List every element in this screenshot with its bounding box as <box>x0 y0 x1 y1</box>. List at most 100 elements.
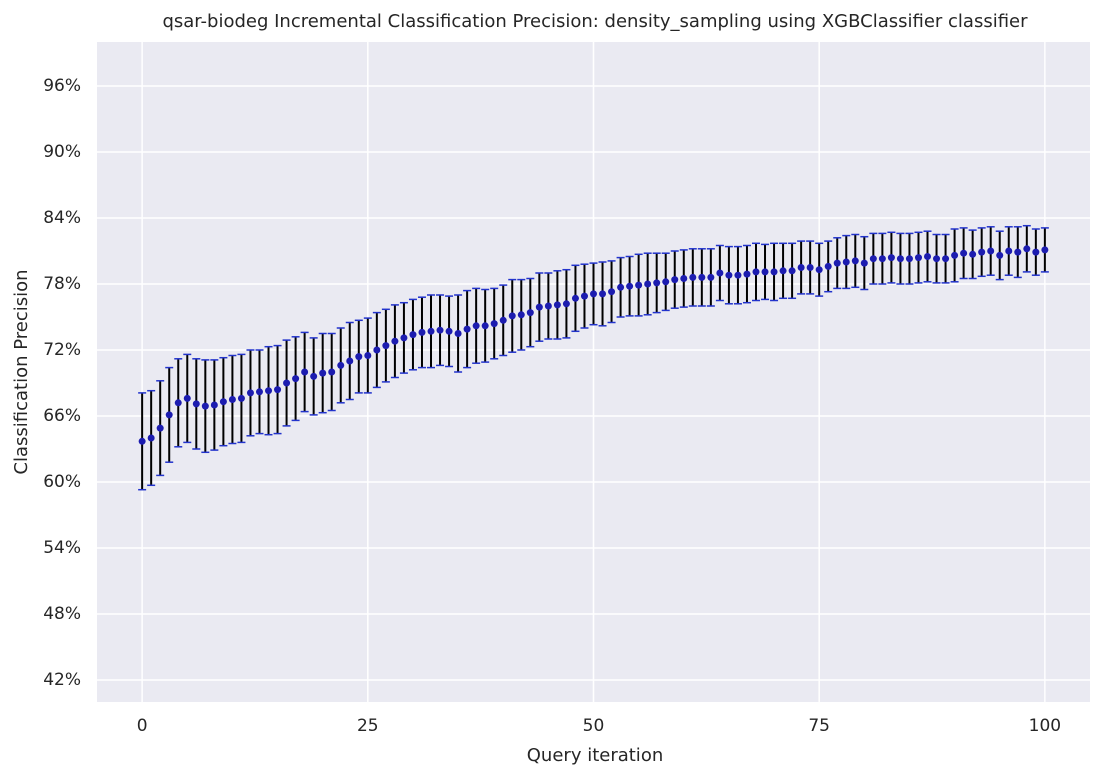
point <box>499 316 507 324</box>
point <box>869 255 877 263</box>
x-tick-label: 75 <box>808 716 830 736</box>
point <box>716 269 724 277</box>
point <box>960 249 968 257</box>
point <box>445 327 453 335</box>
point <box>734 271 742 279</box>
point <box>382 342 390 350</box>
point <box>842 258 850 266</box>
point <box>319 369 327 377</box>
point <box>770 268 778 276</box>
point <box>535 303 543 311</box>
point <box>671 276 679 284</box>
point <box>743 270 751 278</box>
point <box>418 328 426 336</box>
x-tick-label: 25 <box>357 716 379 736</box>
point <box>274 386 282 394</box>
point <box>454 330 462 337</box>
y-axis-label: Classification Precision <box>11 269 32 474</box>
point <box>427 327 435 335</box>
x-tick-label: 50 <box>583 716 605 736</box>
point <box>851 257 859 265</box>
point <box>373 346 381 354</box>
point <box>1032 248 1040 256</box>
x-axis-label: Query iteration <box>527 745 663 766</box>
point <box>580 292 588 300</box>
point <box>436 326 444 334</box>
point <box>526 309 534 317</box>
point <box>608 288 616 296</box>
point <box>283 379 291 387</box>
y-tick-label: 60% <box>43 472 81 492</box>
point <box>788 267 796 275</box>
point <box>553 301 561 309</box>
point <box>779 267 787 275</box>
y-tick-label: 90% <box>43 142 81 162</box>
point <box>942 255 950 263</box>
point <box>147 434 155 442</box>
point <box>355 353 363 361</box>
point <box>463 325 471 333</box>
point <box>590 290 597 298</box>
point <box>165 411 173 419</box>
y-tick-label: 66% <box>43 406 81 426</box>
point <box>815 266 823 274</box>
point <box>896 255 904 263</box>
point <box>1041 246 1049 254</box>
y-tick-label: 78% <box>43 274 81 294</box>
point <box>978 248 986 256</box>
point <box>210 401 218 409</box>
point <box>626 282 634 290</box>
y-tick-label: 42% <box>43 670 81 690</box>
point <box>1014 248 1022 256</box>
point <box>806 264 814 271</box>
chart-title: qsar-biodeg Incremental Classification P… <box>162 11 1028 32</box>
point <box>219 398 227 406</box>
point <box>292 375 300 383</box>
point <box>635 281 643 289</box>
y-tick-label: 84% <box>43 208 81 228</box>
x-tick-label: 0 <box>137 716 148 736</box>
point <box>156 424 164 432</box>
point <box>987 247 995 255</box>
point <box>517 311 525 319</box>
point <box>246 389 254 397</box>
point <box>346 357 354 365</box>
point <box>562 300 570 308</box>
point <box>481 322 489 330</box>
point <box>680 275 688 282</box>
point <box>138 437 146 445</box>
point <box>617 283 625 291</box>
point <box>265 387 273 395</box>
point <box>490 320 498 328</box>
point <box>409 331 417 339</box>
point <box>255 388 263 396</box>
point <box>201 402 209 410</box>
point <box>544 302 552 310</box>
point <box>237 394 245 402</box>
point <box>653 279 661 287</box>
point <box>933 255 941 263</box>
point <box>1023 245 1031 253</box>
point <box>310 372 318 380</box>
x-tick-label: 100 <box>1029 716 1061 736</box>
point <box>644 280 652 288</box>
point <box>689 273 697 281</box>
point <box>337 361 345 369</box>
point <box>1005 247 1013 255</box>
point <box>924 253 932 260</box>
point <box>707 273 715 281</box>
point <box>508 312 516 320</box>
point <box>797 264 805 271</box>
point <box>969 250 977 258</box>
point <box>860 259 868 267</box>
point <box>951 251 959 259</box>
point <box>472 322 480 330</box>
point <box>996 251 1004 259</box>
point <box>752 268 760 276</box>
point <box>174 399 182 407</box>
point <box>761 268 769 276</box>
point <box>914 254 922 262</box>
y-tick-label: 54% <box>43 538 81 558</box>
point <box>824 262 832 270</box>
y-tick-label: 96% <box>43 76 81 96</box>
